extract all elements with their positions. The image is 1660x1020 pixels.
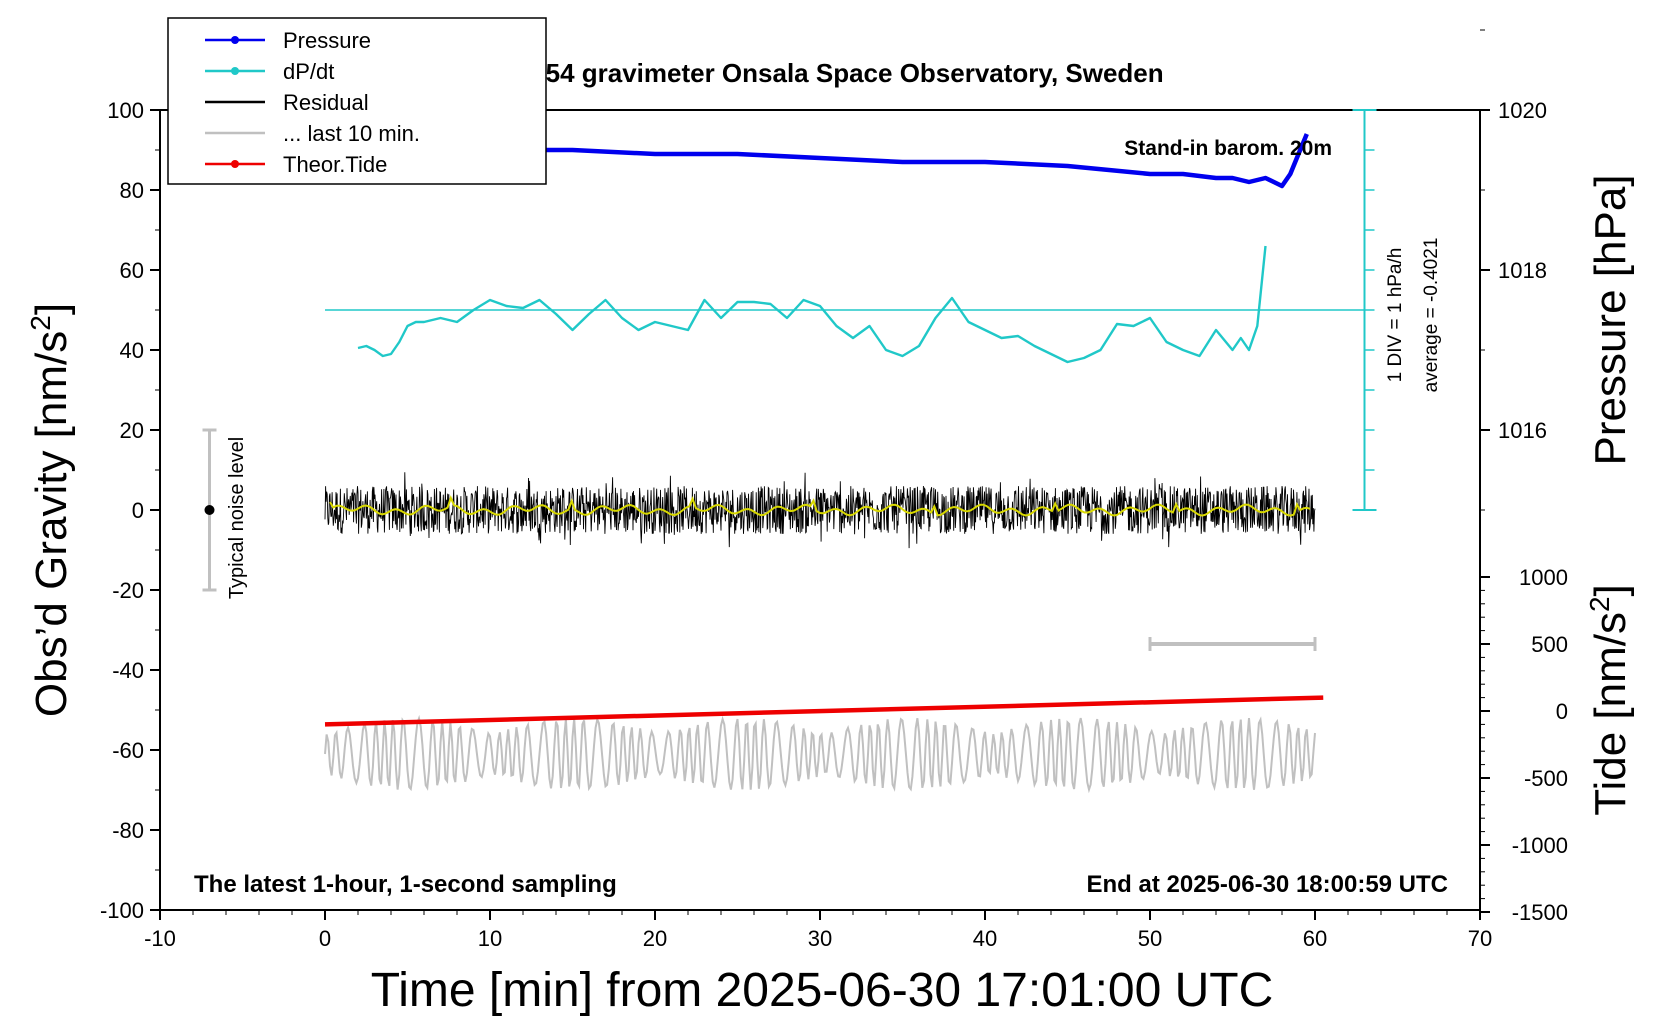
y-tick-label: 0 xyxy=(132,498,144,523)
last-10min-series-line xyxy=(324,714,1316,794)
y-tick-label: 80 xyxy=(120,178,144,203)
x-tick-label: 10 xyxy=(478,926,502,951)
x-tick-label: 20 xyxy=(643,926,667,951)
tide-tick-label: 1000 xyxy=(1519,565,1568,590)
y-tick-label: -20 xyxy=(112,578,144,603)
legend-marker xyxy=(231,67,239,75)
end-annotation: End at 2025-06-30 18:00:59 UTC xyxy=(1087,871,1449,898)
y-tick-label: 20 xyxy=(120,418,144,443)
legend-label: Pressure xyxy=(283,28,371,53)
y-axis-label-tide: Tide [nm/s2] xyxy=(1584,584,1635,816)
x-tick-label: 40 xyxy=(973,926,997,951)
x-tick-label: -10 xyxy=(144,926,176,951)
x-tick-label: 0 xyxy=(319,926,331,951)
legend: Pressure dP/dt Residual ... last 10 min. The… xyxy=(167,17,547,185)
barometer-annotation: Stand-in barom. 20m xyxy=(1124,137,1332,160)
y-tick-label: 60 xyxy=(120,258,144,283)
x-tick-label: 60 xyxy=(1303,926,1327,951)
dpdt-series-line xyxy=(357,245,1267,364)
average-annotation: average = -0.4021 xyxy=(1421,238,1442,393)
div-annotation: 1 DIV = 1 hPa/h xyxy=(1385,248,1406,383)
y-axis-label-tide-end: ] xyxy=(1586,584,1635,596)
legend-label: Theor.Tide xyxy=(283,152,387,177)
y-axis-label-left-sup: 2 xyxy=(25,315,56,331)
tide-series-line xyxy=(324,695,1324,727)
y-tick-label: -100 xyxy=(100,898,144,923)
y-tick-label: -80 xyxy=(112,818,144,843)
y-tick-label: 100 xyxy=(107,98,144,123)
pressure-tick-label: 1020 xyxy=(1498,98,1547,123)
pressure-tick-label: 1018 xyxy=(1498,258,1547,283)
legend-label: dP/dt xyxy=(283,59,334,84)
x-tick-label: 70 xyxy=(1468,926,1492,951)
residual-series-line xyxy=(324,472,1316,549)
chart-title: SCG_054 gravimeter Onsala Space Observat… xyxy=(460,58,1163,88)
series-layer xyxy=(202,109,1377,794)
y-axis-label-left: Obs’d Gravity [nm/s2] xyxy=(25,303,76,717)
tide-tick-label: 500 xyxy=(1531,632,1568,657)
legend-marker xyxy=(231,160,239,168)
y-tick-label: -40 xyxy=(112,658,144,683)
x-axis-label: Time [min] from 2025-06-30 17:01:00 UTC xyxy=(371,964,1274,1017)
axis-ticks: -10 0 10 20 30 40 50 60 70100806040200-20-40-60-… xyxy=(100,29,1568,951)
x-tick-label: 50 xyxy=(1138,926,1162,951)
legend-label: Residual xyxy=(283,90,369,115)
noise-annotation: Typical noise level xyxy=(226,437,248,599)
tide-tick-label: -1500 xyxy=(1512,900,1568,925)
latest-annotation: The latest 1-hour, 1-second sampling xyxy=(194,871,617,898)
y-axis-label-left-main: Obs’d Gravity [nm/s xyxy=(27,331,76,717)
noise-bar-center xyxy=(204,505,215,515)
legend-label: ... last 10 min. xyxy=(283,121,420,146)
pressure-series-line xyxy=(324,133,1309,189)
legend-marker xyxy=(231,36,239,44)
y-tick-label: -60 xyxy=(112,738,144,763)
y-axis-label-tide-main: Tide [nm/s xyxy=(1586,612,1635,816)
y-axis-label-left-end: ] xyxy=(27,303,76,315)
tide-tick-label: -500 xyxy=(1524,766,1568,791)
y-tick-label: 40 xyxy=(120,338,144,363)
residual-smoothed-line xyxy=(329,495,1311,517)
pressure-tick-label: 1016 xyxy=(1498,418,1547,443)
y-axis-label-tide-sup: 2 xyxy=(1584,596,1615,612)
tide-tick-label: -1000 xyxy=(1512,833,1568,858)
y-axis-label-pressure: Pressure [hPa] xyxy=(1586,174,1635,465)
tide-tick-label: 0 xyxy=(1556,699,1568,724)
x-tick-label: 30 xyxy=(808,926,832,951)
